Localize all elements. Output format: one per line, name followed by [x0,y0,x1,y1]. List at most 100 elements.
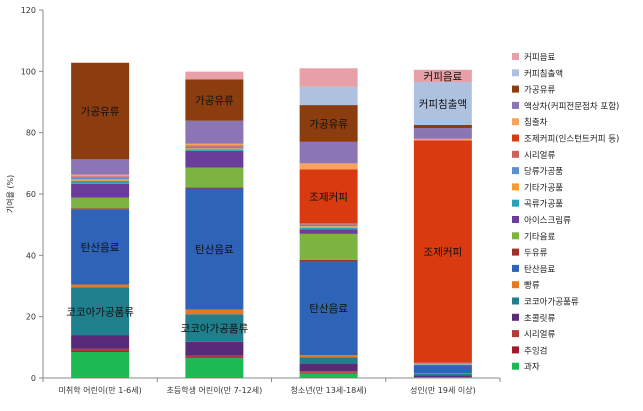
legend-swatch [512,330,519,337]
bar-segment [300,355,358,357]
data-label: 가공유류 [309,118,348,130]
bar-segment [300,229,358,234]
bar-segment [414,376,472,378]
bar-segment [300,373,358,374]
bar-segment [185,310,243,315]
legend-swatch [512,314,519,321]
legend-swatch [512,151,519,158]
bar-segment [300,68,358,86]
bar-segment [185,147,243,149]
legend-label: 커피침출액 [524,68,563,79]
bar-segment [71,350,129,352]
bar-segment [185,356,243,358]
bar-segment [300,225,358,227]
bar-segment [185,357,243,358]
data-label: 가공유류 [195,95,234,107]
legend-label: 가공유류 [524,86,555,96]
bar-segment [414,125,472,128]
bar-segment [414,128,472,139]
bar-segment [414,365,472,366]
legend-swatch [512,118,519,125]
data-label: 탄산음료 [81,242,120,254]
y-axis-title: 기여율 (%) [5,175,15,213]
bar-segment [300,234,358,260]
bar-segment [71,284,129,287]
legend-label: 과자 [524,363,540,373]
y-tick-label: 0 [31,374,36,383]
data-label: 조제커피 [309,191,348,203]
legend-swatch [512,298,519,305]
bar-segment [185,148,243,149]
bar-segment [300,357,358,363]
legend-label: 기타가공품 [524,183,563,193]
legend-label: 두유류 [524,249,548,259]
legend-label: 시리얼류 [524,329,555,340]
bar-segment [71,176,129,178]
legend-swatch [512,363,519,370]
bar-segment [185,144,243,146]
legend-swatch [512,86,519,93]
bar-segment [185,151,243,168]
bar-segment [300,142,358,163]
x-tick-label: 미취학 어린이(만 1-6세) [58,385,141,395]
legend-label: 탄산음료 [524,264,555,275]
bar-segment [300,87,358,105]
bar-segment [71,178,129,180]
x-tick-label: 청소년(만 13세-18세) [291,385,367,395]
legend-label: 조제커피(인스턴트커피 등) [524,134,619,145]
legend-label: 침출차 [524,117,548,128]
legend-label: 초콜릿류 [524,313,555,324]
data-label: 커피음료 [424,71,463,83]
legend-label: 커피음료 [524,53,555,63]
bar-segment [414,373,472,374]
bar-segment [71,159,129,174]
bar-segment [414,363,472,364]
bar-segment [185,342,243,356]
data-label: 탄산음료 [309,303,348,315]
bar-segment [414,364,472,365]
legend-swatch [512,69,519,76]
legend-label: 곡류가공품 [524,200,563,210]
y-tick-label: 40 [26,251,36,260]
data-label: 가공유류 [81,106,120,118]
data-label: 조제커피 [424,247,463,259]
bar-segment [185,168,243,188]
legend-label: 추잉검 [524,345,547,356]
data-label: 커피침출액 [419,99,467,111]
legend-label: 기타음료 [524,232,555,242]
bar-segment [71,198,129,209]
bar-segment [185,149,243,151]
legend-label: 코코아가공품류 [524,297,579,308]
bar-segment [185,121,243,144]
bar-segment [185,358,243,378]
legend-swatch [512,167,519,174]
bar-segment [71,208,129,209]
bar-segment [414,364,472,365]
bar-segment [300,371,358,373]
legend-swatch [512,232,519,239]
bar-segment [300,364,358,372]
legend-swatch [512,183,519,190]
bar-segment [414,366,472,374]
bar-segment [300,223,358,225]
legend-label: 빵류 [524,280,540,291]
bar-segment [71,181,129,184]
y-tick-label: 80 [26,129,36,138]
data-label: 탄산음료 [195,244,234,256]
x-tick-label: 성인(만 19세 이상) [410,385,476,395]
legend-swatch [512,281,519,288]
bar-segment [71,175,129,177]
bar-segment [300,373,358,378]
legend-label: 당류가공품 [524,166,563,177]
legend-swatch [512,346,519,353]
legend-swatch [512,102,519,109]
bar-segment [71,184,129,198]
legend-swatch [512,200,519,207]
y-tick-label: 120 [21,6,36,15]
y-tick-label: 60 [26,190,36,199]
bar-segment [71,349,129,351]
bar-segment [185,72,243,80]
bar-segment [71,335,129,349]
